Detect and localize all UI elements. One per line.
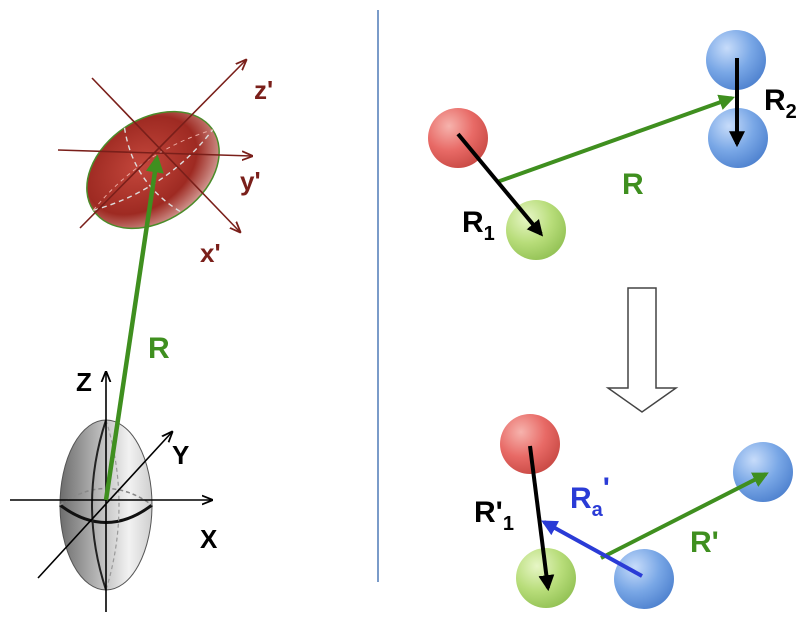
label-R-left: R: [148, 332, 170, 365]
left-panel: z' y' x' R Z Y X: [10, 60, 273, 612]
lab-y-axis: [37, 432, 172, 579]
label-y-prime: y': [240, 166, 261, 196]
prime-z-axis: [79, 60, 246, 229]
prime-x-axis: [91, 77, 240, 232]
vector-R1-prime: [528, 445, 555, 592]
vector-R-top: [496, 94, 736, 184]
label-R2-top: R2: [764, 84, 797, 123]
label-z-prime: z': [254, 75, 273, 105]
label-R1-top: R1: [462, 206, 495, 245]
blue-sphere-bottom-2: [614, 549, 674, 609]
right-panel: R1 R2 R R'1 Ra' R': [428, 30, 797, 609]
blue-sphere-bottom-1: [733, 442, 793, 502]
label-Y: Y: [172, 440, 189, 470]
vector-R1-top: [456, 132, 544, 237]
vector-Ra-prime: [541, 520, 643, 578]
top-configuration: R1 R2 R: [428, 30, 797, 260]
label-x-prime: x': [200, 238, 221, 268]
label-R-top: R: [622, 168, 644, 201]
vector-R-prime: [600, 472, 769, 560]
transition-arrow: [605, 287, 679, 413]
label-X: X: [200, 524, 218, 554]
bottom-configuration: R'1 Ra' R': [474, 414, 793, 609]
red-sphere-bottom: [500, 414, 560, 474]
label-Ra-prime: Ra': [570, 472, 610, 521]
label-R-prime: R': [690, 526, 719, 559]
label-R1-prime: R'1: [474, 496, 514, 535]
vector-R-left: [103, 154, 164, 501]
prime-y-axis: [57, 149, 252, 156]
prime-axes: [57, 60, 252, 232]
label-Z: Z: [76, 367, 92, 397]
